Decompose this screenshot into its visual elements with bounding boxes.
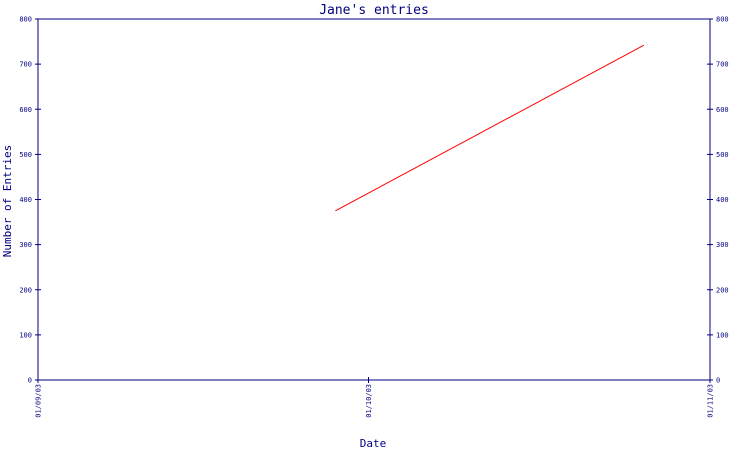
y-tick-label-right: 0 (716, 377, 720, 385)
x-axis: 01/09/03 01/10/03 01/11/03 (35, 377, 715, 418)
y-tick-label-left: 100 (19, 331, 32, 339)
y-tick-label-left: 400 (19, 196, 32, 204)
y-tick-label-right: 400 (716, 196, 729, 204)
y-axis-label: Number of Entries (1, 145, 14, 258)
y-tick-label-left: 600 (19, 106, 32, 114)
y-tick-label-left: 800 (19, 16, 32, 24)
y-tick-label-right: 600 (716, 106, 729, 114)
y-tick-label-left: 0 (28, 377, 32, 385)
chart-title: Jane's entries (319, 3, 429, 18)
x-tick-label: 01/09/03 (35, 384, 43, 418)
x-axis-label: Date (360, 437, 387, 450)
x-tick-label: 01/10/03 (365, 384, 373, 418)
y-tick-label-left: 500 (19, 151, 32, 159)
y-tick-label-right: 500 (716, 151, 729, 159)
y-tick-label-left: 300 (19, 241, 32, 249)
y-tick-label-right: 300 (716, 241, 729, 249)
y-tick-label-left: 700 (19, 61, 32, 69)
plot-frame (37, 18, 711, 381)
y-tick-label-right: 700 (716, 61, 729, 69)
series-layer (335, 44, 645, 212)
y-tick-label-left: 200 (19, 286, 32, 294)
y-tick-label-right: 100 (716, 331, 729, 339)
x-tick-label: 01/11/03 (707, 384, 715, 418)
y-tick-label-right: 800 (716, 16, 729, 24)
series-line (335, 44, 645, 212)
y-axis-left: 0 100 200 300 400 500 600 700 800 (19, 16, 41, 385)
y-tick-label-right: 200 (716, 286, 729, 294)
